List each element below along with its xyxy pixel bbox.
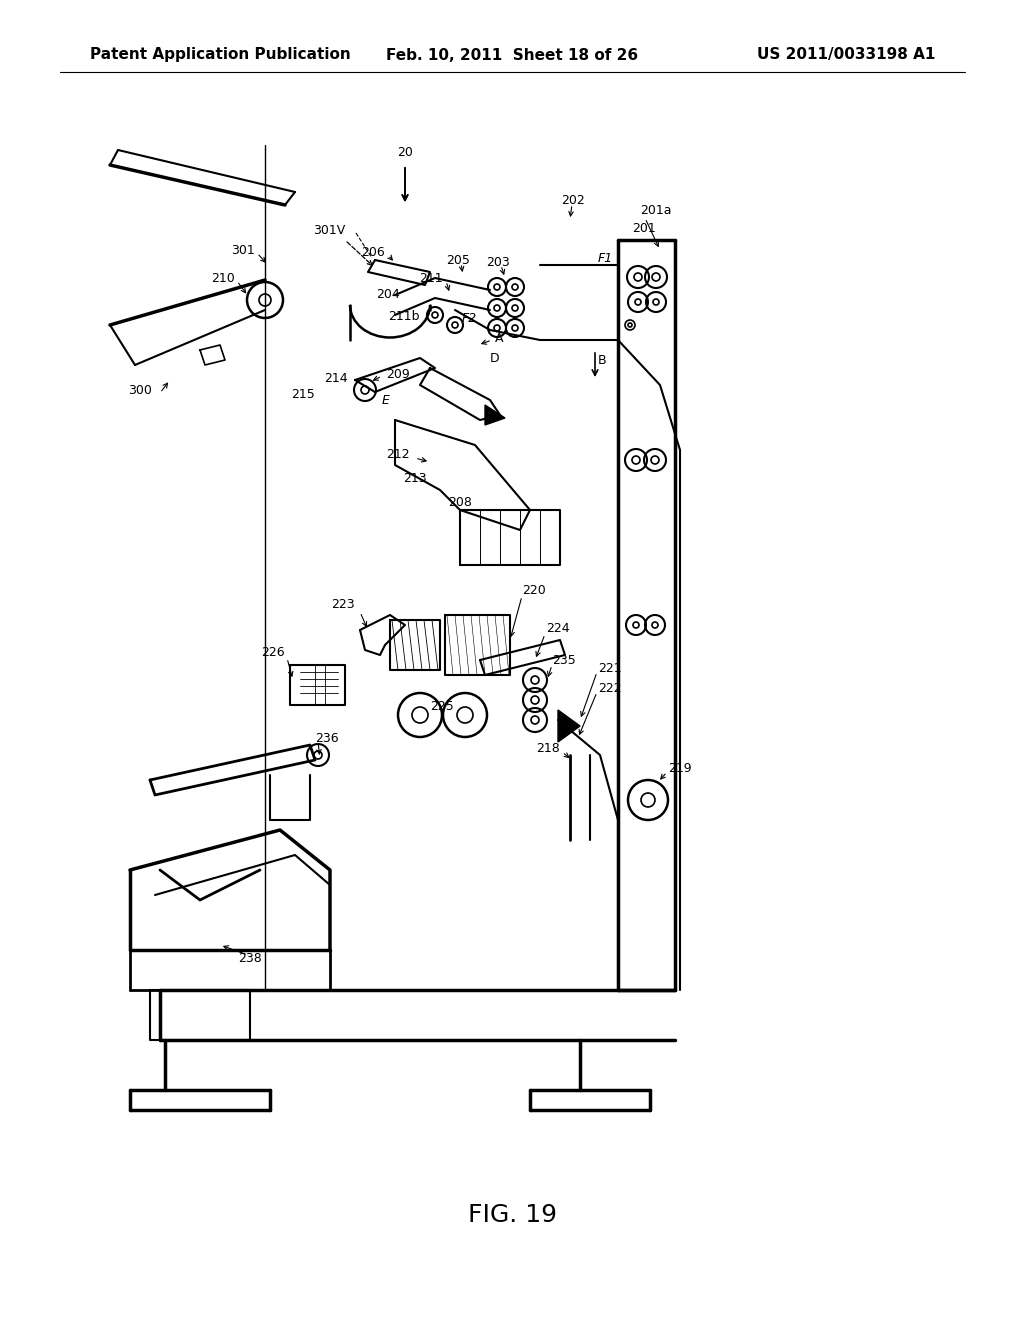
Text: 201a: 201a [640, 203, 672, 216]
Text: 209: 209 [386, 367, 410, 380]
Text: 203: 203 [486, 256, 510, 268]
Text: A: A [495, 331, 504, 345]
Text: 204: 204 [376, 289, 400, 301]
Text: E: E [382, 393, 390, 407]
Text: F1: F1 [598, 252, 613, 264]
Text: 206: 206 [361, 246, 385, 259]
Text: 211: 211 [420, 272, 443, 285]
Text: 214: 214 [325, 371, 348, 384]
Text: Patent Application Publication: Patent Application Publication [90, 48, 351, 62]
Text: 211b: 211b [388, 309, 420, 322]
Text: F2: F2 [462, 312, 477, 325]
Text: 210: 210 [211, 272, 234, 285]
Text: 215: 215 [291, 388, 315, 401]
Text: 224: 224 [546, 622, 569, 635]
Text: 226: 226 [261, 645, 285, 659]
Text: 212: 212 [386, 449, 410, 462]
Text: D: D [490, 351, 500, 364]
Text: FIG. 19: FIG. 19 [468, 1203, 556, 1228]
Text: 225: 225 [430, 701, 454, 714]
Text: 220: 220 [522, 583, 546, 597]
Text: 301: 301 [231, 243, 255, 256]
Text: 201: 201 [632, 222, 655, 235]
Text: 208: 208 [449, 496, 472, 510]
Text: 235: 235 [552, 653, 575, 667]
Polygon shape [485, 405, 505, 425]
Text: 205: 205 [446, 253, 470, 267]
Text: 218: 218 [537, 742, 560, 755]
Text: 213: 213 [403, 471, 427, 484]
Text: Feb. 10, 2011  Sheet 18 of 26: Feb. 10, 2011 Sheet 18 of 26 [386, 48, 638, 62]
Text: 236: 236 [315, 731, 339, 744]
Text: US 2011/0033198 A1: US 2011/0033198 A1 [757, 48, 935, 62]
Text: B: B [598, 354, 606, 367]
Text: 20: 20 [397, 145, 413, 158]
Text: 301V: 301V [312, 223, 345, 236]
Polygon shape [558, 710, 580, 742]
Text: 238: 238 [239, 952, 262, 965]
Text: 300: 300 [128, 384, 152, 396]
Text: 223: 223 [332, 598, 355, 611]
Text: 221: 221 [598, 661, 622, 675]
Text: 219: 219 [668, 762, 691, 775]
Text: 202: 202 [561, 194, 585, 206]
Text: 222: 222 [598, 681, 622, 694]
